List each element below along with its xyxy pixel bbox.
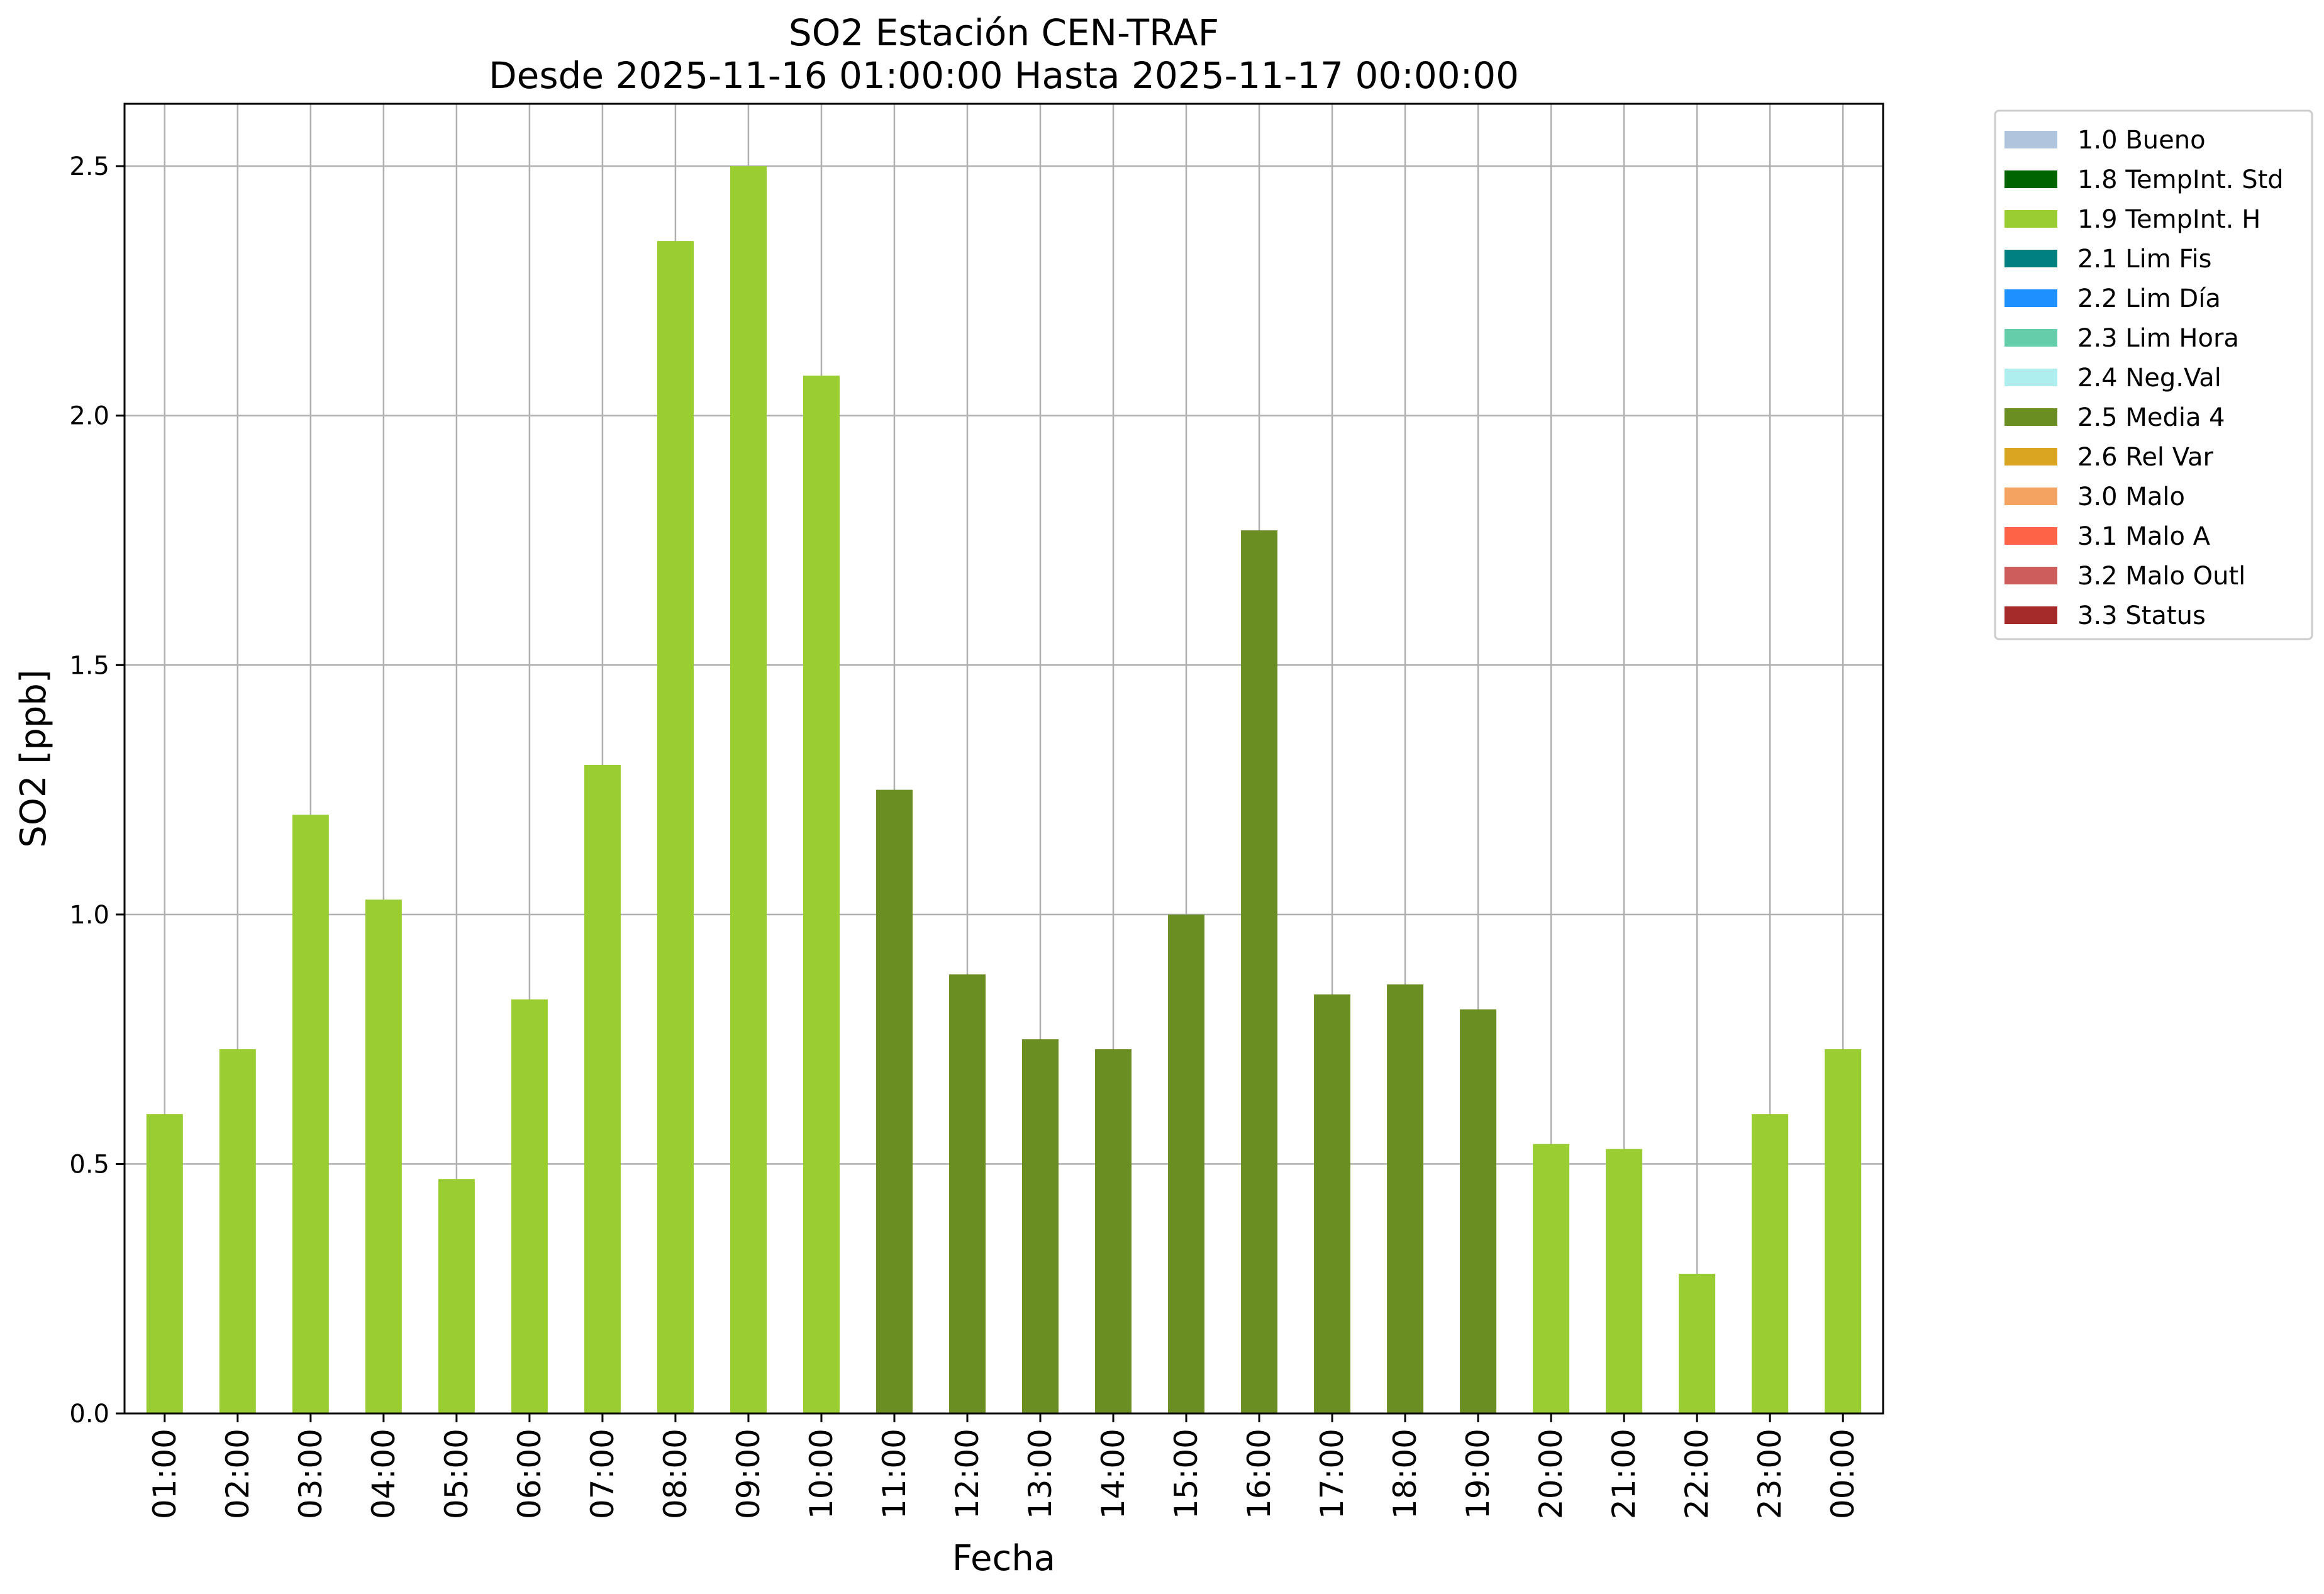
legend-swatch (2004, 369, 2057, 386)
legend-swatch (2004, 606, 2057, 624)
bar-05:00 (438, 1179, 475, 1413)
legend-label: 2.6 Rel Var (2077, 443, 2214, 472)
bar-12:00 (948, 974, 986, 1413)
bar-00:00 (1825, 1049, 1862, 1413)
bar-11:00 (876, 789, 913, 1413)
bar-21:00 (1606, 1149, 1643, 1413)
legend-entries: 1.0 Bueno 1.8 TempInt. Std 1.9 TempInt. H 2… (2004, 126, 2284, 630)
legend-label: 2.3 Lim Hora (2077, 324, 2239, 353)
plot-frame (123, 103, 1884, 1415)
legend-label: 3.1 Malo A (2077, 522, 2211, 551)
legend: 1.0 Bueno 1.8 TempInt. Std 1.9 TempInt. H 2… (1994, 109, 2313, 640)
legend-label: 1.9 TempInt. H (2077, 205, 2260, 234)
legend-swatch (2004, 329, 2057, 347)
chart-subtitle: Desde 2025-11-16 01:00:00 Hasta 2025-11-… (489, 54, 1519, 97)
x-tick-label: 23:00 (1752, 1429, 1788, 1519)
bar-20:00 (1533, 1144, 1570, 1413)
x-tick-label: 21:00 (1606, 1429, 1642, 1519)
bar-02:00 (219, 1049, 256, 1413)
x-tick-label: 14:00 (1095, 1429, 1131, 1519)
bar-03:00 (292, 815, 329, 1413)
x-tick-label: 13:00 (1022, 1429, 1059, 1519)
legend-label: 2.4 Neg.Val (2077, 364, 2221, 393)
chart-title: SO2 Estación CEN-TRAF (789, 11, 1219, 54)
x-tick-label: 11:00 (876, 1429, 913, 1519)
y-tick-label: 0.5 (69, 1150, 109, 1179)
x-tick-label: 03:00 (292, 1429, 329, 1519)
bar-01:00 (146, 1114, 183, 1413)
legend-swatch (2004, 527, 2057, 545)
x-tick-label: 05:00 (438, 1429, 475, 1519)
x-tick-label: 00:00 (1825, 1429, 1861, 1519)
x-tick-label: 17:00 (1314, 1429, 1350, 1519)
legend-label: 3.0 Malo (2077, 482, 2185, 511)
x-tick-label: 04:00 (365, 1429, 402, 1519)
x-tick-label: 22:00 (1679, 1429, 1715, 1519)
y-tick-label: 0.0 (69, 1400, 109, 1429)
x-tick-label: 01:00 (147, 1429, 183, 1519)
x-axis-ticks: 01:00 02:00 03:00 04:00 05:00 06:00 07:00 08:00… (147, 1413, 1861, 1519)
y-axis-ticks: 0.0 0.5 1.0 1.5 2.0 2.5 (69, 152, 125, 1429)
bars (146, 166, 1862, 1414)
x-tick-label: 12:00 (949, 1429, 986, 1519)
legend-swatch (2004, 488, 2057, 505)
bar-15:00 (1168, 914, 1205, 1413)
legend-swatch (2004, 250, 2057, 267)
legend-swatch (2004, 567, 2057, 584)
y-tick-label: 1.0 (69, 901, 109, 930)
x-tick-label: 09:00 (730, 1429, 767, 1519)
x-tick-label: 20:00 (1533, 1429, 1569, 1519)
x-tick-label: 15:00 (1168, 1429, 1204, 1519)
x-tick-label: 08:00 (657, 1429, 694, 1519)
x-tick-label: 10:00 (803, 1429, 840, 1519)
legend-label: 3.2 Malo Outl (2077, 562, 2245, 591)
legend-swatch (2004, 448, 2057, 465)
x-axis-label: Fecha (952, 1538, 1055, 1579)
legend-swatch (2004, 131, 2057, 148)
bar-18:00 (1387, 984, 1424, 1413)
legend-swatch (2004, 289, 2057, 307)
legend-swatch (2004, 170, 2057, 188)
x-tick-label: 07:00 (584, 1429, 621, 1519)
y-tick-label: 2.0 (69, 402, 109, 431)
legend-label: 2.2 Lim Día (2077, 284, 2221, 313)
bar-16:00 (1241, 530, 1278, 1413)
legend-box (1994, 109, 2313, 640)
x-tick-label: 19:00 (1460, 1429, 1496, 1519)
x-tick-label: 02:00 (220, 1429, 256, 1519)
bar-09:00 (730, 166, 767, 1414)
bar-19:00 (1460, 1009, 1497, 1413)
legend-label: 2.5 Media 4 (2077, 403, 2225, 432)
bar-06:00 (511, 999, 548, 1413)
legend-label: 3.3 Status (2077, 601, 2206, 630)
x-tick-label: 18:00 (1387, 1429, 1423, 1519)
legend-label: 1.8 TempInt. Std (2077, 165, 2284, 194)
bar-17:00 (1314, 994, 1351, 1413)
bar-08:00 (657, 241, 694, 1414)
legend-label: 2.1 Lim Fis (2077, 245, 2211, 274)
bar-10:00 (803, 376, 840, 1413)
legend-swatch (2004, 408, 2057, 426)
legend-swatch (2004, 210, 2057, 228)
y-tick-label: 2.5 (69, 152, 109, 181)
bar-04:00 (365, 900, 402, 1413)
y-tick-label: 1.5 (69, 651, 109, 680)
y-axis-label: SO2 [ppb] (13, 669, 54, 847)
x-tick-label: 06:00 (511, 1429, 548, 1519)
bar-23:00 (1752, 1114, 1789, 1413)
bar-07:00 (584, 764, 621, 1413)
legend-label: 1.0 Bueno (2077, 126, 2206, 155)
bar-22:00 (1679, 1273, 1716, 1413)
bar-14:00 (1095, 1049, 1132, 1413)
bar-13:00 (1022, 1039, 1059, 1413)
x-tick-label: 16:00 (1241, 1429, 1277, 1519)
